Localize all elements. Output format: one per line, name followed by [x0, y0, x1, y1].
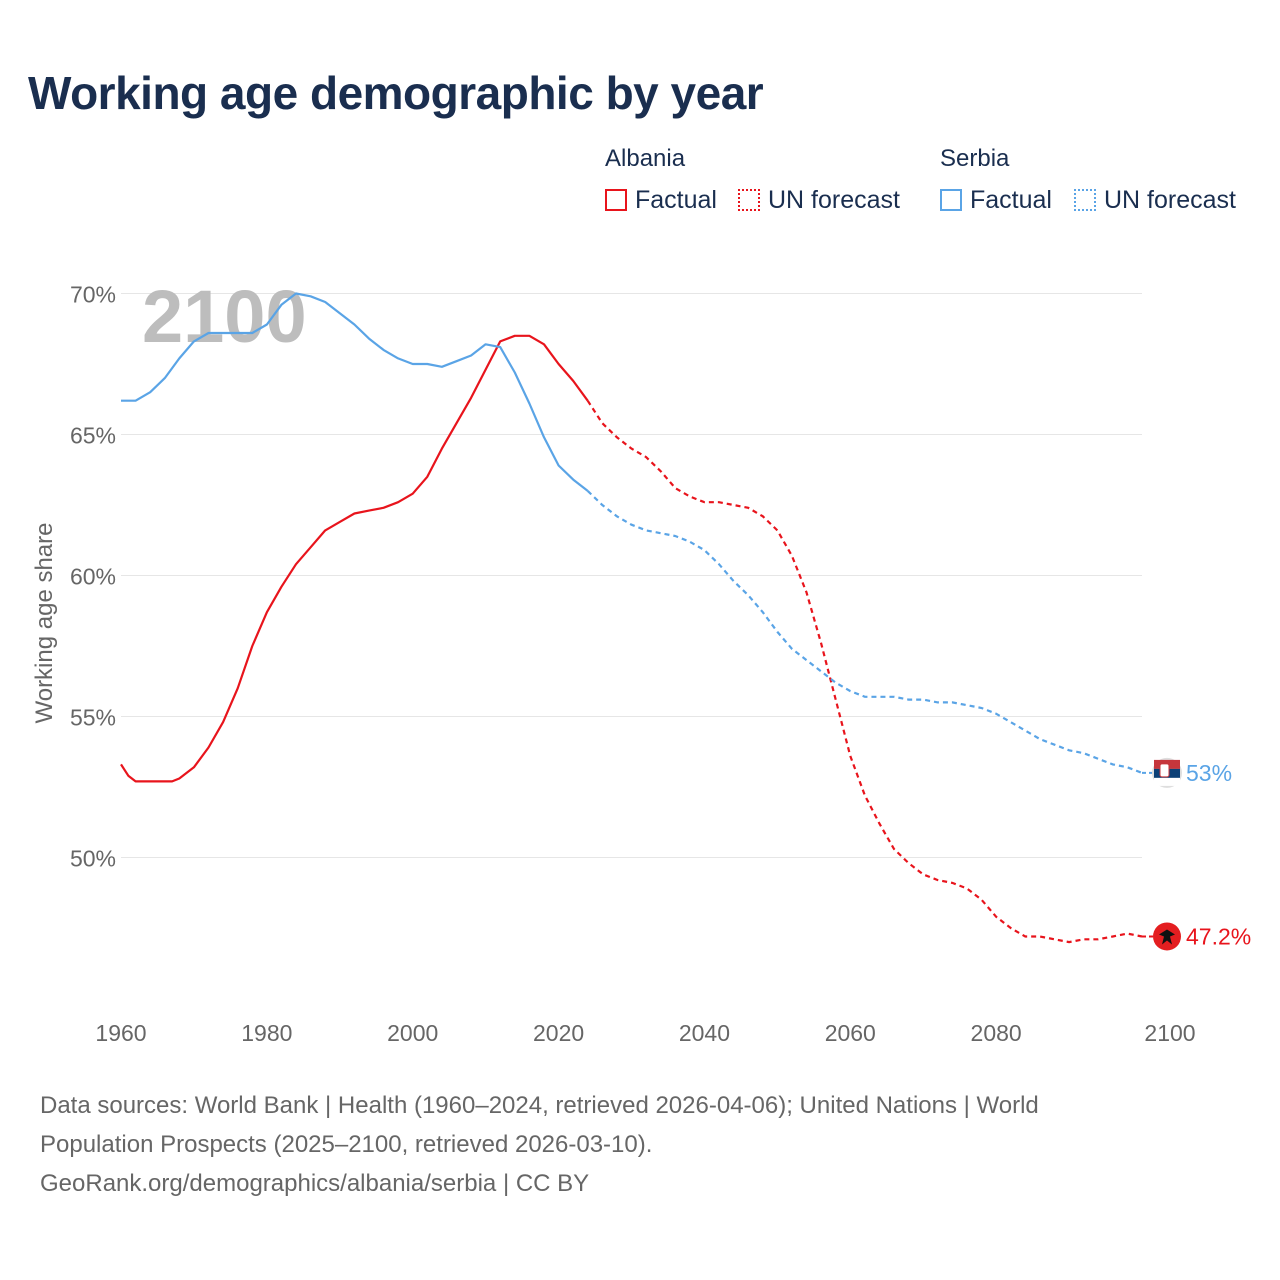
legend-serbia-factual-swatch: [940, 189, 962, 211]
albania-factual-line: [120, 334, 589, 783]
legend-albania-factual[interactable]: Factual: [605, 186, 717, 214]
y-axis-ticks: 50% 55% 60% 65% 70%: [70, 282, 116, 872]
y-axis-label: Working age share: [31, 523, 58, 724]
year-watermark: 2100: [142, 275, 307, 358]
x-tick-label: 2020: [533, 1020, 584, 1046]
serbia-factual-line: [121, 292, 589, 492]
x-tick-label: 2080: [971, 1020, 1022, 1046]
legend-serbia-forecast-label: UN forecast: [1104, 185, 1236, 214]
x-tick-label: 2040: [679, 1020, 730, 1046]
y-tick-label: 60%: [70, 564, 116, 590]
x-tick-label: 1980: [241, 1020, 292, 1046]
serbia-flag-white-band: [1154, 777, 1180, 786]
x-tick-label: 2100: [1144, 1020, 1195, 1046]
legend-albania-forecast[interactable]: UN forecast: [738, 186, 900, 214]
albania-end-label: 47.2%: [1186, 923, 1251, 949]
albania-flag-icon: [1153, 922, 1181, 951]
serbia-end-label: 53%: [1186, 760, 1232, 786]
x-tick-label: 2060: [825, 1020, 876, 1046]
series-lines: [120, 292, 1143, 944]
legend-group-serbia: Serbia: [940, 145, 1010, 172]
y-tick-label: 55%: [70, 705, 116, 731]
footer-sources: Data sources: World Bank | Health (1960–…: [40, 1086, 1240, 1203]
legend-serbia-forecast-swatch: [1074, 189, 1096, 211]
legend-serbia-factual[interactable]: Factual: [940, 186, 1052, 214]
footer-line-1: Data sources: World Bank | Health (1960–…: [40, 1092, 1039, 1119]
serbia-flag-icon: [1152, 757, 1182, 788]
serbia-forecast-line: [586, 490, 1143, 774]
legend-albania-forecast-label: UN forecast: [768, 185, 900, 214]
x-tick-label: 2000: [387, 1020, 438, 1046]
footer-line-2: Population Prospects (2025–2100, retriev…: [40, 1131, 653, 1158]
x-tick-label: 1960: [95, 1020, 146, 1046]
legend-albania-factual-label: Factual: [635, 185, 717, 214]
serbia-coat-of-arms-icon: [1159, 763, 1170, 778]
y-tick-label: 50%: [70, 846, 116, 872]
y-tick-label: 70%: [70, 282, 116, 308]
albania-forecast-line: [586, 400, 1143, 944]
chart-title: Working age demographic by year: [28, 67, 764, 119]
series-end-markers: 47.2% 53%: [1142, 757, 1251, 951]
footer-line-3[interactable]: GeoRank.org/demographics/albania/serbia …: [40, 1170, 590, 1197]
legend-albania-factual-swatch: [605, 189, 627, 211]
line-chart: 2100 50% 55% 60% 65% 70% 1960 1980 2000 2020 204…: [31, 275, 1251, 1046]
legend-group-albania: Albania: [605, 145, 686, 172]
y-tick-label: 65%: [70, 423, 116, 449]
legend-serbia-forecast[interactable]: UN forecast: [1074, 186, 1236, 214]
legend-albania-forecast-swatch: [738, 189, 760, 211]
legend-serbia-factual-label: Factual: [970, 185, 1052, 214]
gridlines: [121, 293, 1142, 858]
x-axis-ticks: 1960 1980 2000 2020 2040 2060 2080 2100: [95, 1020, 1195, 1046]
albania-eagle-icon: [1159, 929, 1175, 945]
